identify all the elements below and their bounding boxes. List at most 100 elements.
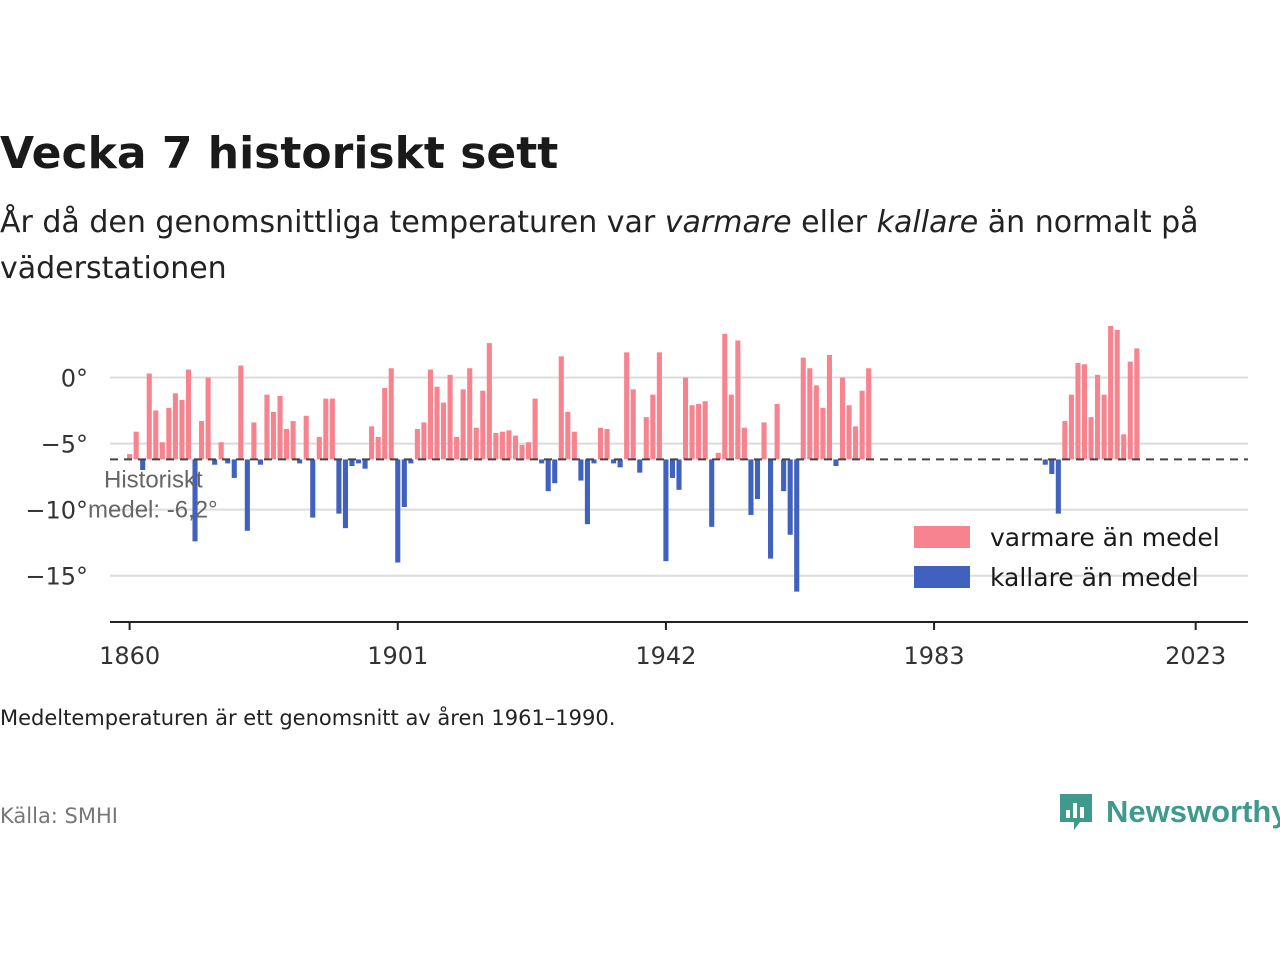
bar-warm bbox=[499, 431, 505, 460]
bar-warm bbox=[441, 402, 447, 460]
bar-warm bbox=[480, 390, 486, 460]
bar-warm bbox=[682, 377, 689, 460]
bar-warm bbox=[826, 355, 832, 460]
bar-cold bbox=[244, 459, 250, 531]
historical-average-label-line2: medel: -6,2° bbox=[88, 496, 218, 523]
legend-cold-swatch bbox=[914, 566, 970, 588]
bar-cold bbox=[349, 459, 355, 467]
bar-cold bbox=[310, 459, 316, 518]
bar-warm bbox=[323, 398, 329, 460]
x-axis-ticks: 1860 1901 1942 1983 2023 bbox=[99, 622, 1226, 670]
bar-cold bbox=[225, 459, 231, 464]
bar-cold bbox=[637, 459, 643, 473]
bar-warm bbox=[735, 340, 741, 460]
bar-warm bbox=[1108, 325, 1114, 460]
bar-cold bbox=[1049, 459, 1055, 474]
bar-warm bbox=[166, 407, 172, 460]
subtitle-text-3: än normalt på väderstationen bbox=[0, 205, 1199, 286]
bar-warm bbox=[264, 394, 270, 460]
x-tick-label: 1983 bbox=[904, 642, 965, 670]
bar-warm bbox=[774, 403, 780, 460]
bar-warm bbox=[715, 452, 721, 460]
bar-warm bbox=[303, 415, 309, 460]
bar-warm bbox=[1114, 329, 1120, 460]
bar-warm bbox=[866, 368, 872, 460]
bar-warm bbox=[558, 356, 564, 460]
x-tick-label: 1860 bbox=[99, 642, 160, 670]
bar-warm bbox=[277, 395, 283, 460]
bar-cold bbox=[787, 459, 793, 535]
bar-warm bbox=[447, 374, 453, 460]
x-tick-label: 1901 bbox=[367, 642, 428, 670]
bar-warm bbox=[1062, 421, 1068, 460]
bar-warm bbox=[179, 399, 185, 460]
subtitle-text-2: eller bbox=[791, 205, 877, 240]
bar-warm bbox=[460, 389, 466, 460]
bar-warm bbox=[421, 422, 427, 460]
source-label: Källa: SMHI bbox=[0, 804, 118, 828]
bar-warm bbox=[388, 368, 394, 460]
bar-cold bbox=[231, 459, 237, 478]
newsworthy-logo-icon bbox=[1060, 794, 1092, 830]
bar-cold bbox=[539, 459, 545, 464]
bar-warm bbox=[1088, 417, 1094, 460]
bar-warm bbox=[800, 357, 806, 460]
bar-cold bbox=[395, 459, 401, 563]
bar-warm bbox=[1134, 348, 1140, 460]
bar-warm bbox=[506, 430, 512, 460]
bar-warm bbox=[159, 442, 165, 460]
historical-average-label-line1: Historiskt bbox=[104, 466, 203, 493]
bar-warm bbox=[133, 431, 139, 460]
bar-cold bbox=[342, 459, 348, 529]
bar-warm bbox=[1095, 374, 1101, 460]
bar-cold bbox=[401, 459, 407, 508]
y-tick-label: −10° bbox=[25, 497, 88, 525]
chart-note: Medeltemperaturen är ett genomsnitt av å… bbox=[0, 706, 616, 730]
bar-cold bbox=[257, 459, 263, 465]
bar-warm bbox=[382, 388, 388, 460]
bar-warm bbox=[571, 431, 577, 460]
bar-warm bbox=[604, 429, 610, 460]
bar-warm bbox=[565, 411, 571, 460]
legend: varmare än medel kallare än medel bbox=[914, 523, 1220, 592]
bar-warm bbox=[656, 352, 662, 460]
y-tick-label: 0° bbox=[61, 364, 88, 392]
bar-warm bbox=[512, 435, 519, 460]
newsworthy-logo: Newsworthy bbox=[1058, 790, 1280, 834]
bar-warm bbox=[473, 427, 479, 460]
bar-warm bbox=[761, 422, 767, 460]
bar-warm bbox=[467, 368, 473, 460]
bar-cold bbox=[669, 459, 676, 478]
bar-cold bbox=[1055, 459, 1061, 514]
bar-cold bbox=[676, 459, 682, 490]
y-tick-label: −15° bbox=[25, 563, 88, 591]
bar-warm bbox=[284, 429, 290, 460]
y-axis-tick-labels: 0° −5° −10° −15° bbox=[25, 364, 88, 590]
x-tick-label: 2023 bbox=[1165, 642, 1226, 670]
bar-cold bbox=[336, 459, 342, 514]
bar-warm bbox=[846, 405, 852, 460]
subtitle-text-1: År då den genomsnittliga temperaturen va… bbox=[0, 205, 665, 240]
bar-warm bbox=[702, 401, 708, 460]
bar-warm bbox=[251, 422, 257, 460]
bar-cold bbox=[140, 459, 146, 470]
bar-warm bbox=[146, 373, 152, 460]
bar-warm bbox=[316, 436, 322, 460]
bar-cold bbox=[584, 459, 590, 525]
bar-cold bbox=[362, 459, 368, 469]
x-tick-label: 1942 bbox=[635, 642, 696, 670]
bar-warm bbox=[839, 377, 846, 460]
bar-warm bbox=[238, 365, 244, 460]
bar-warm bbox=[813, 385, 819, 460]
bar-warm bbox=[493, 432, 499, 460]
bar-cold bbox=[192, 459, 198, 542]
bar-warm bbox=[205, 377, 211, 460]
bar-warm bbox=[454, 436, 460, 460]
bar-warm bbox=[185, 369, 192, 460]
bar-warm bbox=[434, 386, 440, 460]
bar-cold bbox=[833, 459, 839, 467]
bar-cold bbox=[578, 459, 584, 481]
bar-warm bbox=[329, 398, 335, 460]
bar-warm bbox=[1081, 364, 1088, 460]
bar-warm bbox=[526, 442, 532, 460]
